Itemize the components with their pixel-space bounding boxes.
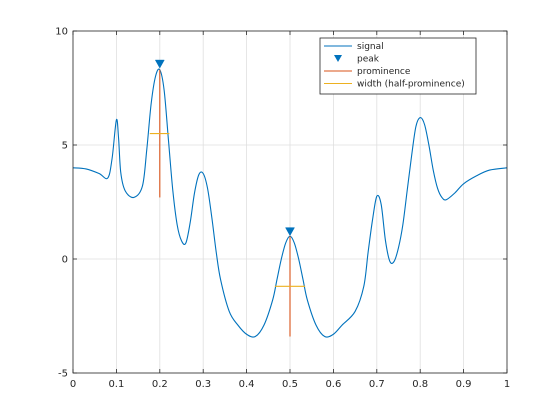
- x-tick-label: 0.6: [325, 379, 341, 390]
- y-tick-label: 10: [55, 27, 68, 38]
- signal-line: [72, 68, 508, 338]
- x-tick-label: 0.4: [239, 379, 255, 390]
- x-tick-label: 0.1: [108, 379, 124, 390]
- legend-swatch-peak: [334, 55, 342, 62]
- legend-label: peak: [357, 55, 380, 65]
- x-tick-label: 1: [504, 379, 510, 390]
- y-tick-label: 0: [62, 255, 68, 266]
- legend-label: signal: [357, 42, 384, 52]
- x-tick-label: 0.7: [369, 379, 385, 390]
- legend-label: prominence: [357, 67, 411, 77]
- legend: signal peak prominence width (half-prominen…: [319, 37, 477, 95]
- x-tick-label: 0.3: [195, 379, 211, 390]
- y-tick-label: 5: [62, 141, 68, 152]
- peak-marker: [285, 227, 295, 237]
- x-tick-label: 0.9: [456, 379, 472, 390]
- legend-box: [319, 37, 477, 95]
- x-tick-label: 0.2: [152, 379, 168, 390]
- series-layer: [72, 59, 508, 338]
- x-tick-label: 0.5: [282, 379, 298, 390]
- y-tick-label: -5: [58, 369, 68, 380]
- legend-label: width (half-prominence): [357, 80, 465, 90]
- x-tick-label: 0.8: [412, 379, 428, 390]
- x-tick-label: 0: [70, 379, 76, 390]
- peak-marker: [154, 59, 165, 69]
